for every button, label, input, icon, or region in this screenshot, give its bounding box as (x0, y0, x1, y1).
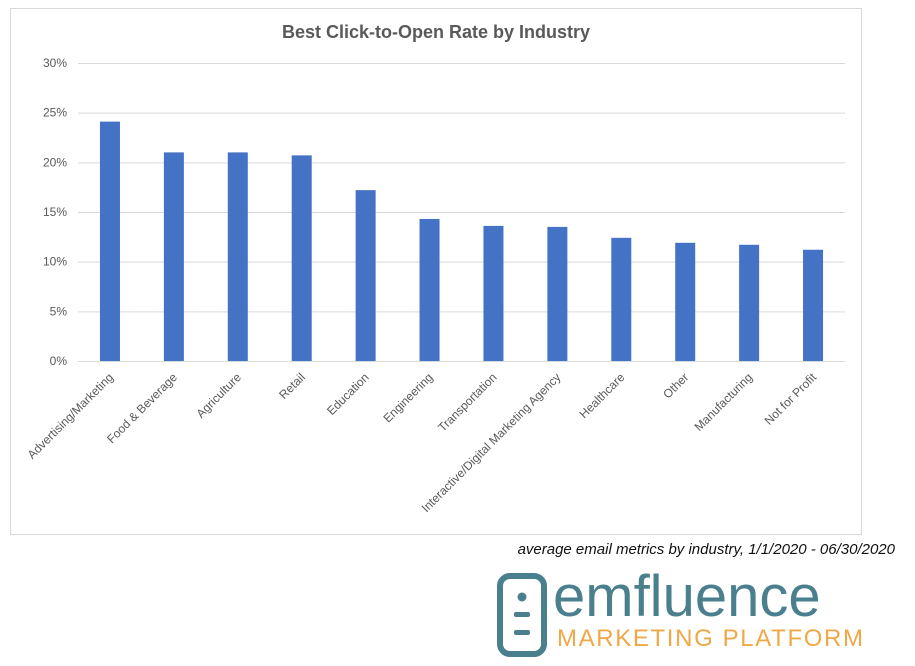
bar (611, 237, 632, 361)
logo-icon-dash (514, 612, 530, 617)
logo-icon-dot (517, 592, 527, 602)
chart-title: Best Click-to-Open Rate by Industry (282, 22, 590, 42)
bar (99, 121, 120, 362)
y-tick-label: 20% (43, 155, 67, 169)
bar (739, 244, 760, 361)
y-tick-label: 15% (43, 205, 67, 219)
bar (163, 152, 184, 361)
bar (291, 155, 312, 361)
logo-name: emfluence (553, 564, 821, 629)
y-tick-label: 30% (43, 56, 67, 70)
y-tick-label: 5% (50, 304, 68, 318)
y-tick-label: 0% (50, 354, 68, 368)
bar (675, 242, 696, 361)
logo-icon-dash (514, 630, 530, 635)
caption: average email metrics by industry, 1/1/2… (518, 541, 896, 558)
bar (419, 218, 440, 361)
logo-tagline: MARKETING PLATFORM (557, 625, 863, 652)
bar (227, 152, 248, 361)
logo: emfluence MARKETING PLATFORM (497, 564, 863, 657)
bar (547, 226, 568, 361)
logo-icon (497, 573, 547, 657)
bar (803, 249, 824, 361)
bar (483, 225, 504, 361)
bar (355, 190, 376, 361)
y-tick-label: 25% (43, 106, 67, 120)
y-tick-label: 10% (43, 255, 67, 269)
